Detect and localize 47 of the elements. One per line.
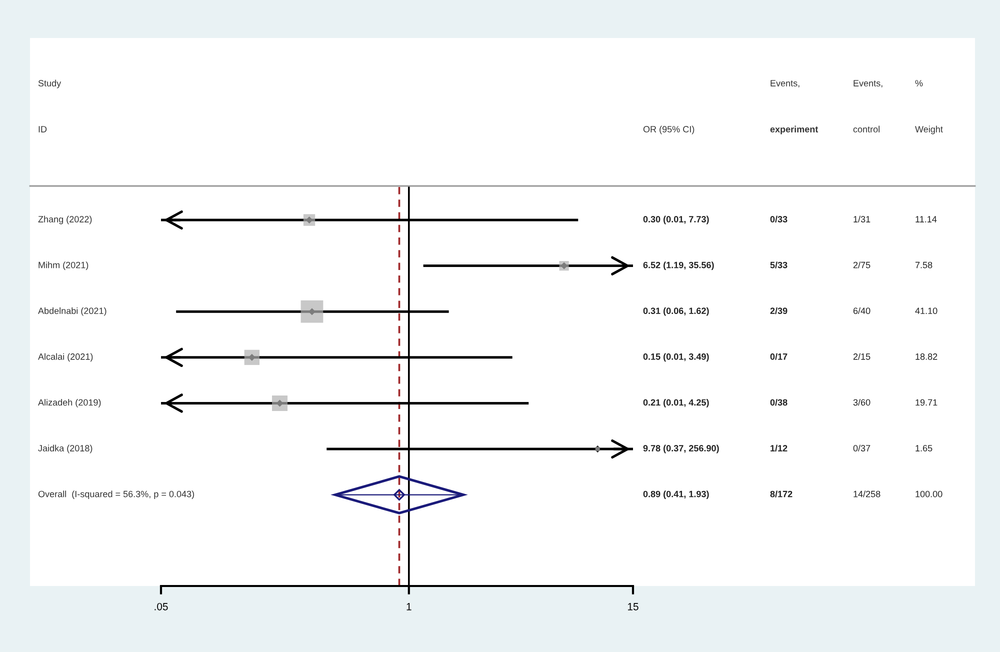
text: 1.65: [916, 445, 932, 452]
text: Weight: [915, 126, 943, 134]
text: 11.14: [916, 216, 937, 222]
y-tick-label: Overall (I-squared = 56.3%, p = 0.043): [38, 490, 194, 500]
text: 0.89 (0.41, 1.93): [643, 490, 709, 500]
text: 1/12: [770, 444, 788, 452]
text: 14/258: [854, 490, 880, 498]
text: 0/33: [770, 216, 788, 223]
text: 0/38: [770, 398, 788, 406]
text: 1/31: [854, 216, 870, 222]
text: 0.31 (0.06, 1.62): [643, 307, 709, 316]
text: ID: [38, 126, 47, 132]
text: 9.78 (0.37, 256.90): [643, 444, 719, 454]
text: 0.15 (0.01, 3.49): [643, 353, 709, 362]
text: 6/40: [853, 307, 870, 314]
text: 2/75: [853, 262, 870, 268]
text: Events,: [770, 80, 800, 88]
text: 5/33: [770, 262, 788, 268]
x-tick-label: 15: [628, 603, 638, 610]
x-tick-label: .05: [154, 602, 168, 610]
y-tick-label: Zhang (2022): [38, 216, 92, 224]
text: 0/37: [853, 444, 870, 452]
text: 0/17: [770, 353, 788, 360]
y-tick-label: Alcalai (2021): [38, 353, 93, 362]
y-tick-label: Abdelnabi (2021): [38, 307, 106, 316]
text: 3/60: [853, 398, 870, 406]
text: %: [915, 80, 923, 86]
text: 0.21 (0.01, 4.25): [643, 398, 709, 408]
text: 100.00: [916, 490, 942, 498]
text: OR (95% CI): [643, 126, 694, 134]
text: 2/15: [853, 353, 870, 360]
x-tick-label: 1: [406, 603, 412, 610]
y-tick-label: Jaidka (2018): [38, 444, 92, 454]
text: 7.58: [915, 262, 932, 268]
text: 0.30 (0.01, 7.73): [643, 216, 709, 224]
text: 19.71: [916, 399, 938, 406]
text: control: [853, 126, 880, 132]
y-tick-label: Mihm (2021): [38, 262, 88, 270]
text: 18.82: [916, 353, 938, 360]
text: experiment: [770, 126, 818, 134]
text: 2/39: [770, 307, 788, 314]
text: 6.52 (1.19, 35.56): [643, 262, 714, 270]
text: 8/172: [770, 490, 792, 498]
y-tick-label: Alizadeh (2019): [38, 398, 101, 408]
text: 41.10: [915, 308, 938, 314]
text: Events,: [854, 80, 882, 88]
text: Study: [38, 80, 62, 88]
